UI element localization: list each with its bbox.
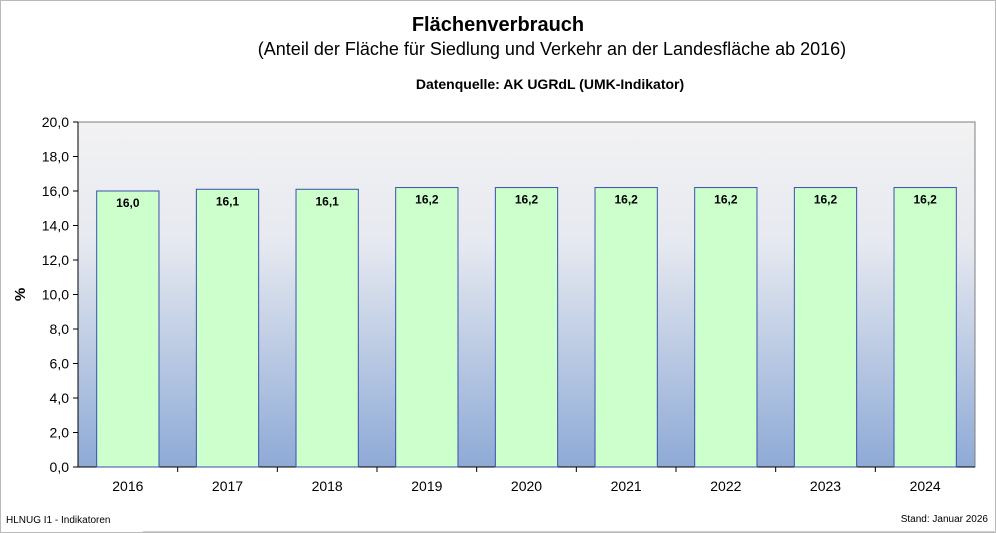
y-tick-label: 0,0 bbox=[50, 459, 70, 475]
footer-divider bbox=[143, 531, 996, 532]
footer-right: Stand: Januar 2026 bbox=[900, 514, 988, 525]
y-tick-label: 2,0 bbox=[50, 425, 70, 441]
bar-2022 bbox=[694, 187, 758, 468]
data-label-2022: 16,2 bbox=[714, 193, 738, 207]
bar-2016 bbox=[96, 190, 160, 468]
x-tick-label-2018: 2018 bbox=[312, 478, 343, 494]
data-label-2024: 16,2 bbox=[913, 193, 937, 207]
bar-2019 bbox=[395, 187, 459, 468]
x-tick-label-2024: 2024 bbox=[910, 478, 941, 494]
y-tick-label: 16,0 bbox=[42, 183, 69, 199]
bar-2023 bbox=[793, 187, 858, 468]
y-tick-label: 4,0 bbox=[50, 390, 70, 406]
data-label-2023: 16,2 bbox=[814, 193, 838, 207]
chart-subtitle: (Anteil der Fläche für Siedlung und Verk… bbox=[257, 39, 847, 59]
y-tick-label: 18,0 bbox=[42, 149, 69, 165]
x-tick-label-2023: 2023 bbox=[810, 478, 841, 494]
bar-2021 bbox=[594, 187, 658, 468]
x-tick-label-2020: 2020 bbox=[511, 478, 542, 494]
y-tick-label: 12,0 bbox=[42, 252, 69, 268]
y-tick-label: 10,0 bbox=[42, 287, 69, 303]
bar-2024 bbox=[893, 187, 957, 468]
bar-2017 bbox=[195, 188, 260, 468]
data-label-2020: 16,2 bbox=[515, 193, 539, 207]
data-label-2019: 16,2 bbox=[415, 193, 439, 207]
x-tick-label-2022: 2022 bbox=[710, 478, 741, 494]
data-label-2018: 16,1 bbox=[315, 194, 339, 208]
chart-title: Flächenverbrauch bbox=[411, 14, 585, 36]
data-label-2016: 16,0 bbox=[116, 196, 140, 210]
y-tick-label: 20,0 bbox=[42, 114, 69, 130]
data-source-label: Datenquelle: AK UGRdL (UMK-Indikator) bbox=[415, 76, 685, 92]
x-tick-label-2017: 2017 bbox=[212, 478, 243, 494]
y-tick-label: 14,0 bbox=[42, 218, 69, 234]
data-label-2017: 16,1 bbox=[216, 194, 240, 208]
data-label-2021: 16,2 bbox=[614, 193, 638, 207]
y-tick-label: 8,0 bbox=[50, 321, 70, 337]
bar-2018 bbox=[295, 188, 359, 468]
y-tick-label: 6,0 bbox=[50, 356, 70, 372]
x-tick-label-2021: 2021 bbox=[611, 478, 642, 494]
bar-2020 bbox=[494, 187, 559, 468]
y-axis-title: % bbox=[12, 288, 29, 301]
x-tick-label-2016: 2016 bbox=[112, 478, 143, 494]
x-tick-label-2019: 2019 bbox=[411, 478, 442, 494]
footer-left: HLNUG I1 - Indikatoren bbox=[6, 515, 111, 526]
